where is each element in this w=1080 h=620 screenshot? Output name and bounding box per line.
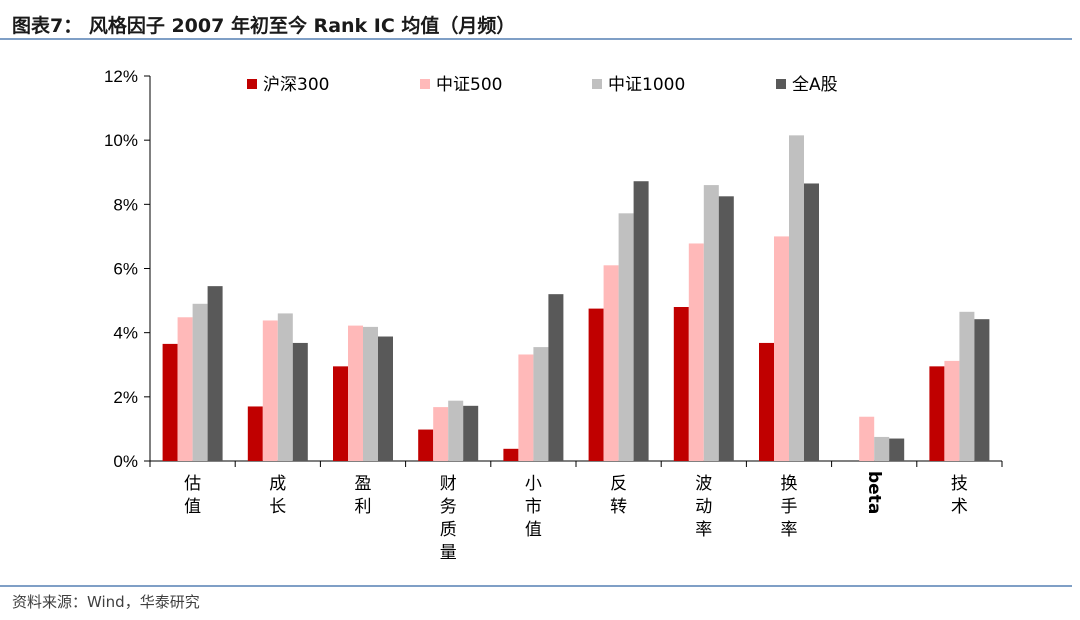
x-category-label: 波动率 — [695, 474, 712, 540]
bar — [533, 347, 549, 461]
y-tick-label: 12% — [104, 67, 138, 86]
bar — [974, 319, 990, 461]
bar — [348, 325, 363, 461]
figure-title: 图表7： 风格因子 2007 年初至今 Rank IC 均值（月频） — [12, 15, 516, 37]
x-category-label: 小市值 — [525, 474, 542, 540]
bar — [463, 405, 479, 461]
legend-label: 全A股 — [792, 75, 838, 95]
figure-header: 图表7： 风格因子 2007 年初至今 Rank IC 均值（月频） — [0, 0, 1080, 40]
x-category-label: 盈利 — [355, 474, 372, 517]
figure-source: 资料来源：Wind，华泰研究 — [12, 593, 200, 611]
x-category-label: 换手率 — [781, 474, 798, 540]
legend-swatch — [420, 79, 430, 89]
bar — [177, 317, 193, 461]
x-category-label: 财务质量 — [440, 474, 457, 563]
bar — [618, 213, 634, 461]
y-tick-label: 2% — [113, 388, 138, 407]
bar — [889, 438, 905, 461]
bar — [688, 243, 704, 461]
bar — [363, 326, 378, 461]
bar — [378, 336, 393, 461]
bar — [673, 307, 689, 461]
y-tick-label: 6% — [113, 260, 138, 279]
bar — [929, 366, 945, 461]
bar — [448, 400, 464, 461]
legend-swatch — [592, 79, 602, 89]
bar — [759, 342, 774, 461]
bar — [262, 320, 278, 461]
bar — [789, 135, 804, 461]
bar — [192, 303, 208, 461]
bar — [548, 294, 564, 461]
bar — [944, 360, 960, 461]
y-tick-label: 8% — [113, 195, 138, 214]
x-category-label: 反转 — [610, 474, 627, 517]
bar — [503, 448, 519, 461]
y-tick-label: 10% — [104, 131, 138, 150]
x-category-label: 技术 — [951, 474, 968, 517]
legend-swatch — [776, 79, 786, 89]
bar — [277, 313, 293, 461]
y-tick-label: 4% — [113, 324, 138, 343]
x-category-label: 估值 — [184, 474, 201, 517]
bar — [588, 308, 604, 461]
bar — [959, 311, 975, 461]
header-rule — [0, 38, 1072, 40]
bar — [703, 185, 719, 462]
legend-label: 沪深300 — [263, 75, 329, 95]
bar — [874, 436, 890, 461]
bar — [418, 429, 434, 461]
legend-label: 中证500 — [436, 75, 502, 95]
legend-swatch — [247, 79, 257, 89]
bar-chart: 0% 2% 4% 6% 8% 10% 12% 估值 成长 盈利 财务质量 小市值 反转 波动率 换手率 bet… — [104, 67, 1003, 563]
bar — [333, 366, 348, 461]
y-tick-label: 0% — [113, 452, 138, 471]
footer-rule — [0, 585, 1072, 587]
bar — [804, 183, 819, 461]
bar — [859, 416, 875, 461]
bar — [774, 236, 789, 461]
bar — [718, 196, 734, 461]
x-category-label: 成长 — [269, 474, 286, 517]
legend-label: 中证1000 — [608, 75, 685, 95]
bar — [247, 406, 263, 461]
bar — [207, 286, 223, 461]
bar — [433, 407, 449, 461]
bar — [162, 343, 178, 461]
bar — [292, 342, 308, 461]
x-category-label: beta — [864, 471, 884, 514]
bar — [518, 354, 534, 461]
bar — [603, 265, 619, 461]
bar — [633, 181, 649, 461]
